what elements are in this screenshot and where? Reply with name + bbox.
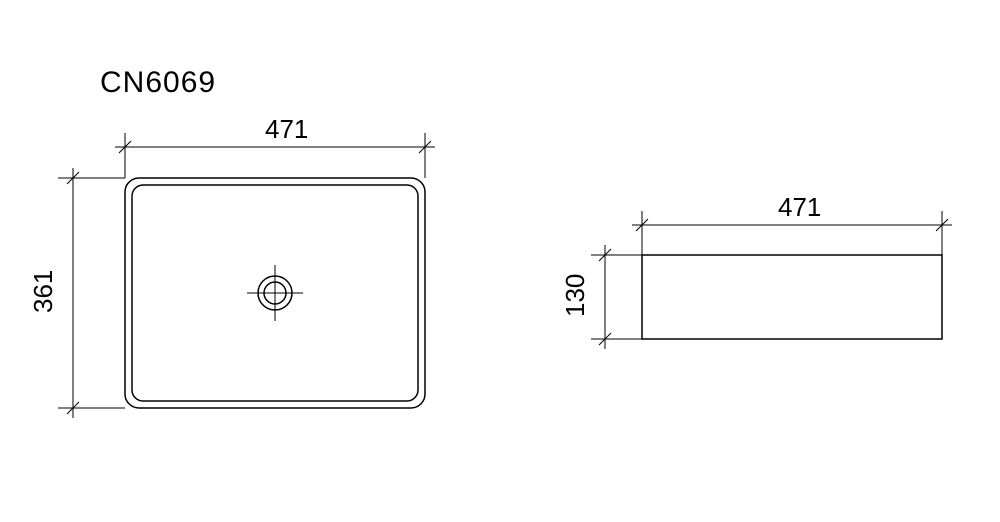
topview-dim-width: 471 [115, 114, 435, 178]
topview-dim-height: 361 [28, 168, 125, 418]
svg-text:471: 471 [265, 114, 308, 144]
sideview-dim-width: 471 [632, 192, 952, 255]
sideview-dim-height: 130 [560, 245, 642, 349]
svg-text:361: 361 [28, 270, 58, 313]
svg-text:471: 471 [778, 192, 821, 222]
sideview-rect [642, 255, 942, 339]
svg-text:130: 130 [560, 274, 590, 317]
model-title: CN6069 [100, 66, 216, 100]
